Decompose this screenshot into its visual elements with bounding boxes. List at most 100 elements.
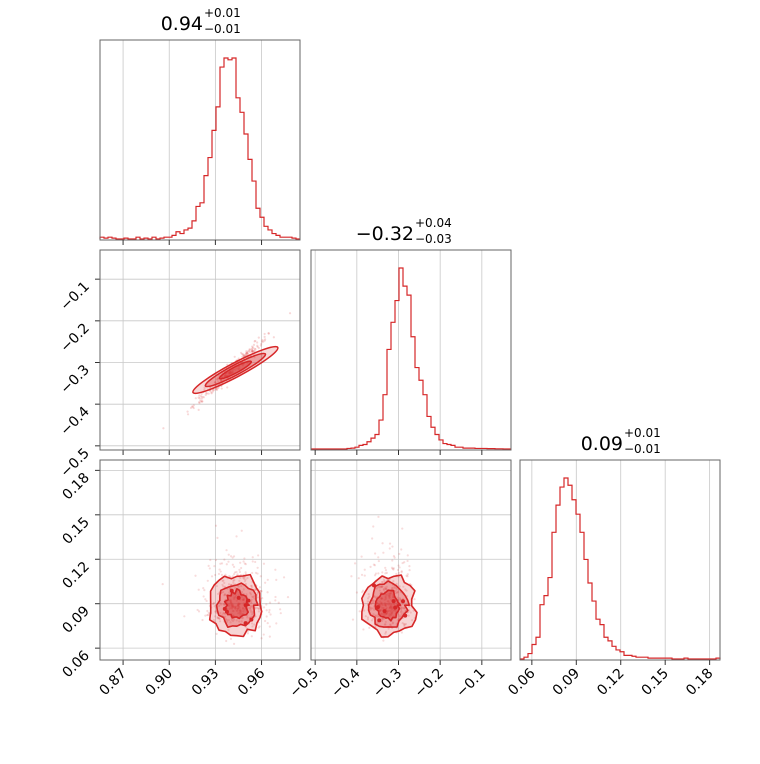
scatter-point [373, 595, 376, 598]
scatter-point [363, 574, 366, 577]
scatter-point [358, 610, 361, 613]
scatter-point [207, 611, 210, 614]
scatter-point [288, 312, 292, 315]
title-median: −0.32 [356, 223, 414, 245]
scatter-point [233, 605, 237, 608]
scatter-point [372, 563, 376, 566]
scatter-point [360, 591, 364, 594]
scatter-point [388, 594, 391, 597]
scatter-point [241, 607, 245, 610]
scatter-point [362, 609, 366, 612]
scatter-point [231, 563, 234, 566]
scatter-point [384, 612, 387, 616]
scatter-point [186, 410, 189, 413]
scatter-point [382, 551, 385, 554]
scatter-point [227, 604, 230, 607]
scatter-point [256, 596, 260, 599]
scatter-point [390, 607, 394, 610]
scatter-point [194, 574, 197, 577]
scatter-point [355, 591, 358, 594]
scatter-point [254, 339, 257, 343]
scatter-point [388, 601, 391, 604]
scatter-point [232, 579, 235, 582]
panel-1-1 [310, 249, 512, 455]
scatter-point [370, 607, 373, 610]
scatter-point [282, 576, 286, 579]
scatter-point [409, 611, 412, 614]
scatter-point [237, 603, 240, 606]
scatter-point [400, 607, 403, 610]
scatter-point [231, 556, 234, 559]
scatter-point [218, 604, 221, 608]
scatter-point [233, 598, 236, 601]
outlier-point [246, 598, 251, 603]
scatter-point [242, 588, 245, 591]
scatter-point [396, 613, 400, 616]
scatter-point [388, 594, 391, 597]
scatter-point [239, 576, 242, 580]
scatter-point [405, 589, 408, 592]
scatter-point [236, 603, 240, 606]
y-tick-label: −0.1 [57, 279, 92, 314]
scatter-point [248, 607, 251, 610]
outlier-point [375, 605, 380, 610]
title-plus: +0.01 [624, 426, 661, 440]
scatter-point [251, 345, 254, 348]
scatter-point [385, 612, 388, 616]
scatter-point [252, 595, 255, 599]
scatter-point [286, 596, 290, 599]
scatter-point [240, 620, 243, 623]
scatter-point [268, 625, 271, 628]
scatter-point [214, 610, 217, 613]
scatter-point [238, 606, 241, 610]
scatter-point [231, 609, 234, 613]
scatter-point [263, 338, 267, 341]
scatter-point [256, 592, 260, 595]
scatter-point [392, 567, 395, 570]
scatter-point [223, 612, 227, 615]
scatter-point [277, 601, 280, 604]
scatter-point [377, 572, 380, 575]
scatter-point [197, 610, 201, 613]
scatter-point [267, 332, 270, 335]
scatter-point [382, 613, 385, 616]
scatter-point [229, 555, 233, 558]
scatter-point [234, 596, 237, 599]
scatter-point [218, 617, 221, 620]
scatter-point [381, 580, 384, 583]
scatter-point [209, 558, 212, 562]
scatter-point [380, 606, 384, 609]
scatter-point [381, 542, 384, 545]
scatter-point [232, 581, 235, 584]
scatter-point [391, 567, 394, 570]
scatter-point [403, 623, 406, 626]
scatter-point [250, 605, 253, 608]
scatter-point [253, 349, 256, 352]
scatter-point [224, 593, 227, 597]
x-tick-label: −0.2 [412, 666, 447, 701]
scatter-point [238, 612, 241, 615]
scatter-point [250, 584, 253, 588]
scatter-point [200, 392, 203, 395]
scatter-point [213, 605, 216, 608]
title-median: 0.94 [161, 13, 203, 35]
scatter-point [227, 619, 230, 622]
scatter-point [243, 608, 247, 611]
scatter-point [240, 566, 243, 570]
density-contour [218, 360, 253, 380]
scatter-point [235, 570, 238, 574]
scatter-point [213, 381, 217, 384]
scatter-point [256, 344, 259, 347]
scatter-point [381, 617, 384, 620]
scatter-point [376, 615, 379, 618]
scatter-point [382, 589, 385, 592]
scatter-point [392, 568, 395, 571]
scatter-point [223, 581, 226, 585]
scatter-point [391, 603, 394, 606]
scatter-point [384, 602, 387, 605]
scatter-point [246, 576, 249, 580]
scatter-point [220, 387, 223, 390]
scatter-point [373, 608, 376, 611]
scatter-point [230, 601, 233, 604]
scatter-point [387, 603, 390, 606]
